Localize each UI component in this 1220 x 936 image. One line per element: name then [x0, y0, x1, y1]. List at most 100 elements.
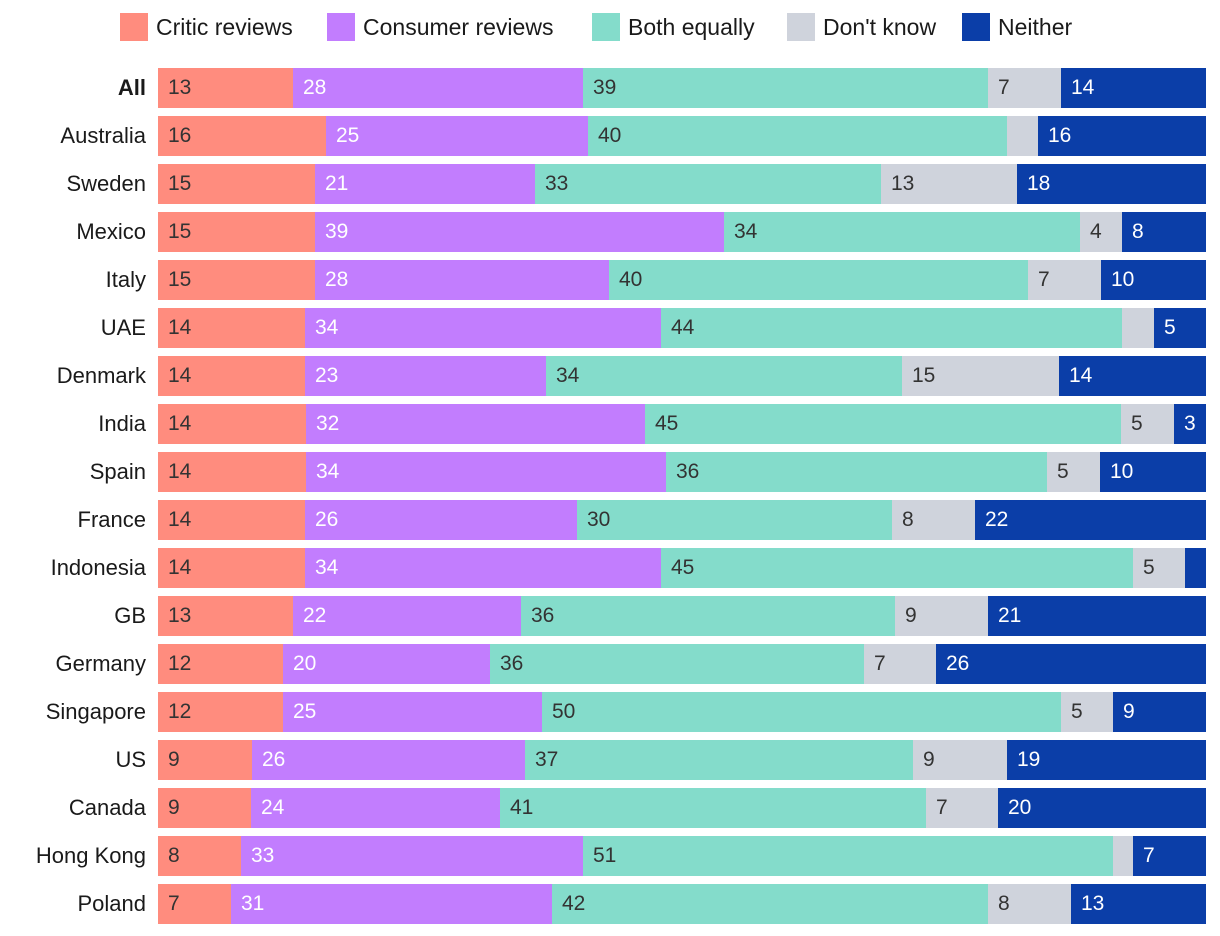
legend-item-consumer-reviews: Consumer reviews [327, 10, 553, 44]
data-label-mexico-consumer-reviews: 39 [325, 220, 349, 243]
data-label-poland-both-equally: 42 [562, 892, 586, 915]
data-label-denmark-neither: 14 [1069, 364, 1093, 387]
bar-australia-don-t-know [1007, 116, 1038, 156]
bar-india-don-t-know [1121, 404, 1174, 444]
data-label-singapore-don-t-know: 5 [1071, 700, 1083, 723]
bar-india-both-equally [645, 404, 1121, 444]
bar-denmark-consumer-reviews [305, 356, 546, 396]
data-label-italy-consumer-reviews: 28 [325, 268, 349, 291]
category-label-gb: GB [114, 603, 146, 628]
category-label-france: France [77, 507, 146, 532]
bar-us-both-equally [525, 740, 913, 780]
bar-france-both-equally [577, 500, 892, 540]
data-label-canada-neither: 20 [1008, 796, 1032, 819]
data-label-all-don-t-know: 7 [998, 76, 1010, 99]
bar-singapore-neither [1113, 692, 1206, 732]
bar-all-critic-reviews [158, 68, 293, 108]
bar-sweden-critic-reviews [158, 164, 315, 204]
data-label-poland-neither: 13 [1081, 892, 1105, 915]
data-label-us-critic-reviews: 9 [168, 748, 180, 771]
bar-germany-neither [936, 644, 1206, 684]
bar-canada-both-equally [500, 788, 926, 828]
bar-spain-consumer-reviews [306, 452, 666, 492]
data-label-sweden-both-equally: 33 [545, 172, 569, 195]
bar-australia-both-equally [588, 116, 1007, 156]
bar-indonesia-don-t-know [1133, 548, 1185, 588]
bar-italy-don-t-know [1028, 260, 1101, 300]
data-label-indonesia-critic-reviews: 14 [168, 556, 192, 579]
bar-poland-don-t-know [988, 884, 1071, 924]
category-label-sweden: Sweden [66, 171, 146, 196]
bar-germany-consumer-reviews [283, 644, 490, 684]
bar-australia-neither [1038, 116, 1206, 156]
legend-label-critic-reviews: Critic reviews [156, 13, 293, 40]
data-label-gb-don-t-know: 9 [905, 604, 917, 627]
data-label-germany-both-equally: 36 [500, 652, 524, 675]
data-label-us-don-t-know: 9 [923, 748, 935, 771]
bar-indonesia-both-equally [661, 548, 1133, 588]
bar-germany-both-equally [490, 644, 864, 684]
bar-all-consumer-reviews [293, 68, 583, 108]
data-label-hong-kong-both-equally: 51 [593, 844, 617, 867]
bar-sweden-neither [1017, 164, 1206, 204]
data-label-denmark-don-t-know: 15 [912, 364, 936, 387]
data-label-mexico-neither: 8 [1132, 220, 1144, 243]
legend-swatch-consumer-reviews [327, 13, 355, 41]
bar-mexico-both-equally [724, 212, 1080, 252]
data-label-italy-critic-reviews: 15 [168, 268, 192, 291]
data-label-poland-critic-reviews: 7 [168, 892, 180, 915]
bar-denmark-both-equally [546, 356, 902, 396]
bar-all-neither [1061, 68, 1206, 108]
bar-us-neither [1007, 740, 1206, 780]
data-label-poland-consumer-reviews: 31 [241, 892, 265, 915]
bar-gb-both-equally [521, 596, 895, 636]
data-label-france-both-equally: 30 [587, 508, 611, 531]
bar-italy-neither [1101, 260, 1206, 300]
data-label-australia-both-equally: 40 [598, 124, 622, 147]
category-label-germany: Germany [55, 651, 146, 676]
data-label-singapore-both-equally: 50 [552, 700, 576, 723]
bar-france-don-t-know [892, 500, 975, 540]
bar-denmark-don-t-know [902, 356, 1059, 396]
data-label-india-critic-reviews: 14 [168, 412, 192, 435]
bar-mexico-consumer-reviews [315, 212, 724, 252]
legend-label-neither: Neither [998, 13, 1073, 40]
data-label-indonesia-both-equally: 45 [671, 556, 695, 579]
bar-india-critic-reviews [158, 404, 306, 444]
category-label-indonesia: Indonesia [50, 555, 146, 580]
bar-poland-critic-reviews [158, 884, 231, 924]
bar-uae-consumer-reviews [305, 308, 661, 348]
data-label-uae-critic-reviews: 14 [168, 316, 192, 339]
category-label-australia: Australia [60, 123, 146, 148]
data-label-india-neither: 3 [1184, 412, 1196, 435]
bar-spain-neither [1100, 452, 1206, 492]
bar-singapore-critic-reviews [158, 692, 283, 732]
bar-singapore-consumer-reviews [283, 692, 542, 732]
data-label-canada-don-t-know: 7 [936, 796, 948, 819]
bar-gb-neither [988, 596, 1206, 636]
bar-germany-don-t-know [864, 644, 936, 684]
bar-italy-critic-reviews [158, 260, 315, 300]
category-label-mexico: Mexico [76, 219, 146, 244]
data-label-uae-both-equally: 44 [671, 316, 695, 339]
bar-hong-kong-both-equally [583, 836, 1113, 876]
data-label-germany-consumer-reviews: 20 [293, 652, 317, 675]
data-label-mexico-don-t-know: 4 [1090, 220, 1102, 243]
data-label-singapore-critic-reviews: 12 [168, 700, 192, 723]
data-label-denmark-both-equally: 34 [556, 364, 580, 387]
bar-canada-neither [998, 788, 1206, 828]
data-label-us-both-equally: 37 [535, 748, 559, 771]
data-label-india-don-t-know: 5 [1131, 412, 1143, 435]
data-label-all-neither: 14 [1071, 76, 1095, 99]
data-label-sweden-neither: 18 [1027, 172, 1051, 195]
bar-italy-both-equally [609, 260, 1028, 300]
bar-france-consumer-reviews [305, 500, 577, 540]
category-label-canada: Canada [68, 795, 146, 820]
data-label-spain-neither: 10 [1110, 460, 1134, 483]
legend-label-don-t-know: Don't know [823, 13, 937, 40]
category-label-italy: Italy [105, 267, 146, 292]
bar-poland-consumer-reviews [231, 884, 552, 924]
bar-singapore-both-equally [542, 692, 1061, 732]
data-label-hong-kong-consumer-reviews: 33 [251, 844, 275, 867]
data-label-france-neither: 22 [985, 508, 1009, 531]
